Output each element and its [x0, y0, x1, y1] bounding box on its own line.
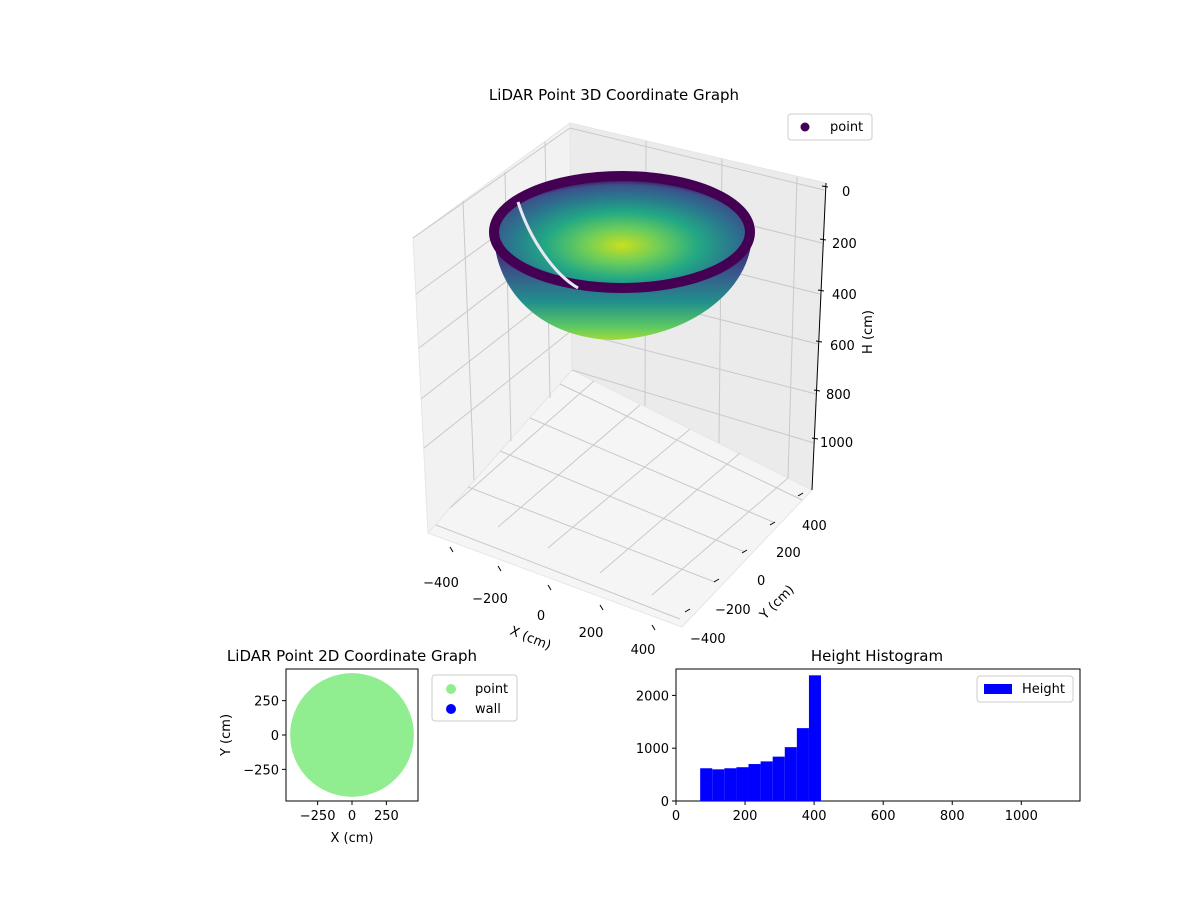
histogram-bar: [796, 728, 809, 801]
z3d-tick-label: 800: [826, 388, 851, 403]
histogram-bar: [784, 747, 797, 801]
hist-x-tick-label: 600: [871, 809, 896, 824]
legend-histogram: Height: [976, 675, 1074, 703]
legend-2d-wall-marker: [446, 704, 456, 714]
y3d-tick-label: 200: [776, 546, 801, 561]
y2d-tick-label: 0: [271, 729, 279, 744]
z3d-ticks: 0 200 400 600 800 1000 H (cm): [811, 182, 876, 491]
legend-hist-swatch: [984, 684, 1012, 694]
z3d-axis-label: H (cm): [861, 310, 876, 354]
x3d-tick-label: 400: [631, 643, 656, 658]
x3d-tick-label: 0: [537, 609, 545, 624]
legend-2d: point wall: [431, 674, 518, 722]
y3d-tick-label: 400: [802, 519, 827, 534]
hist-x-tick-label: 400: [802, 809, 827, 824]
bowl-inner: [494, 176, 750, 288]
bowl-rim: [489, 171, 755, 293]
legend-3d: point: [787, 113, 873, 141]
chart-2d: LiDAR Point 2D Coordinate Graph −250 0 250…: [219, 647, 518, 846]
z3d-tick-label: 600: [830, 339, 855, 354]
x2d-tick-label: −250: [300, 809, 336, 824]
hist-y-tick-label: 1000: [636, 742, 669, 757]
x2d-tick-label: 0: [348, 809, 356, 824]
z3d-tick-label: 0: [842, 185, 850, 200]
hist-x-tick-label: 200: [733, 809, 758, 824]
chart-3d: LiDAR Point 3D Coordinate Graph: [412, 86, 876, 658]
point-region: [290, 673, 414, 797]
legend-3d-frame: [787, 113, 873, 141]
x2d-axis-label: X (cm): [331, 831, 374, 846]
histogram-bar: [748, 764, 761, 801]
histogram-x-ticks: 0 200 400 600 800 1000: [672, 801, 1038, 824]
y3d-tick-label: 0: [757, 574, 765, 589]
legend-3d-marker: [800, 122, 810, 132]
x3d-tick-label: −200: [472, 592, 508, 607]
hist-y-tick-label: 0: [661, 795, 669, 810]
histogram-bars: [700, 675, 822, 801]
x3d-tick-label: −400: [423, 576, 459, 591]
legend-2d-wall-label: wall: [475, 702, 501, 717]
histogram-bar: [772, 756, 785, 801]
bowl-surface: [489, 171, 755, 340]
z3d-tick-label: 400: [832, 288, 857, 303]
histogram-bar: [700, 768, 713, 801]
y2d-tick-label: 250: [254, 695, 279, 710]
bowl-seam: [516, 201, 579, 290]
histogram-bar: [712, 769, 725, 801]
histogram-bar: [808, 675, 822, 801]
histogram-title: Height Histogram: [811, 647, 943, 665]
z3d-tick-label: 1000: [820, 436, 853, 451]
y3d-tick-label: −400: [690, 632, 726, 647]
hist-x-tick-label: 0: [672, 809, 680, 824]
hist-x-tick-label: 1000: [1005, 809, 1038, 824]
hist-x-tick-label: 800: [940, 809, 965, 824]
legend-2d-point-label: point: [475, 682, 508, 697]
x2d-ticks: −250 0 250: [300, 801, 399, 824]
y3d-tick-label: −200: [715, 603, 751, 618]
x3d-axis-label: X (cm): [508, 624, 553, 654]
y2d-tick-label: −250: [243, 763, 279, 778]
histogram-bar: [760, 761, 773, 801]
hist-y-tick-label: 2000: [636, 689, 669, 704]
histogram-bar: [736, 767, 749, 801]
histogram-bar: [724, 768, 737, 801]
chart-3d-title: LiDAR Point 3D Coordinate Graph: [489, 86, 739, 104]
chart-2d-title: LiDAR Point 2D Coordinate Graph: [227, 647, 477, 665]
x2d-tick-label: 250: [374, 809, 399, 824]
chart-histogram: Height Histogram 0 200 400 600 800 1000 0 1000…: [636, 647, 1081, 824]
legend-2d-point-marker: [446, 684, 456, 694]
y2d-axis-label: Y (cm): [219, 714, 234, 757]
y2d-ticks: 250 0 −250: [243, 695, 286, 778]
legend-hist-frame: [976, 675, 1074, 703]
x3d-tick-label: 200: [579, 626, 604, 641]
legend-hist-label: Height: [1022, 682, 1065, 697]
histogram-y-ticks: 0 1000 2000: [636, 689, 676, 810]
legend-3d-label: point: [830, 120, 863, 135]
scatter-2d-points: [290, 673, 414, 797]
z3d-tick-label: 200: [832, 237, 857, 252]
